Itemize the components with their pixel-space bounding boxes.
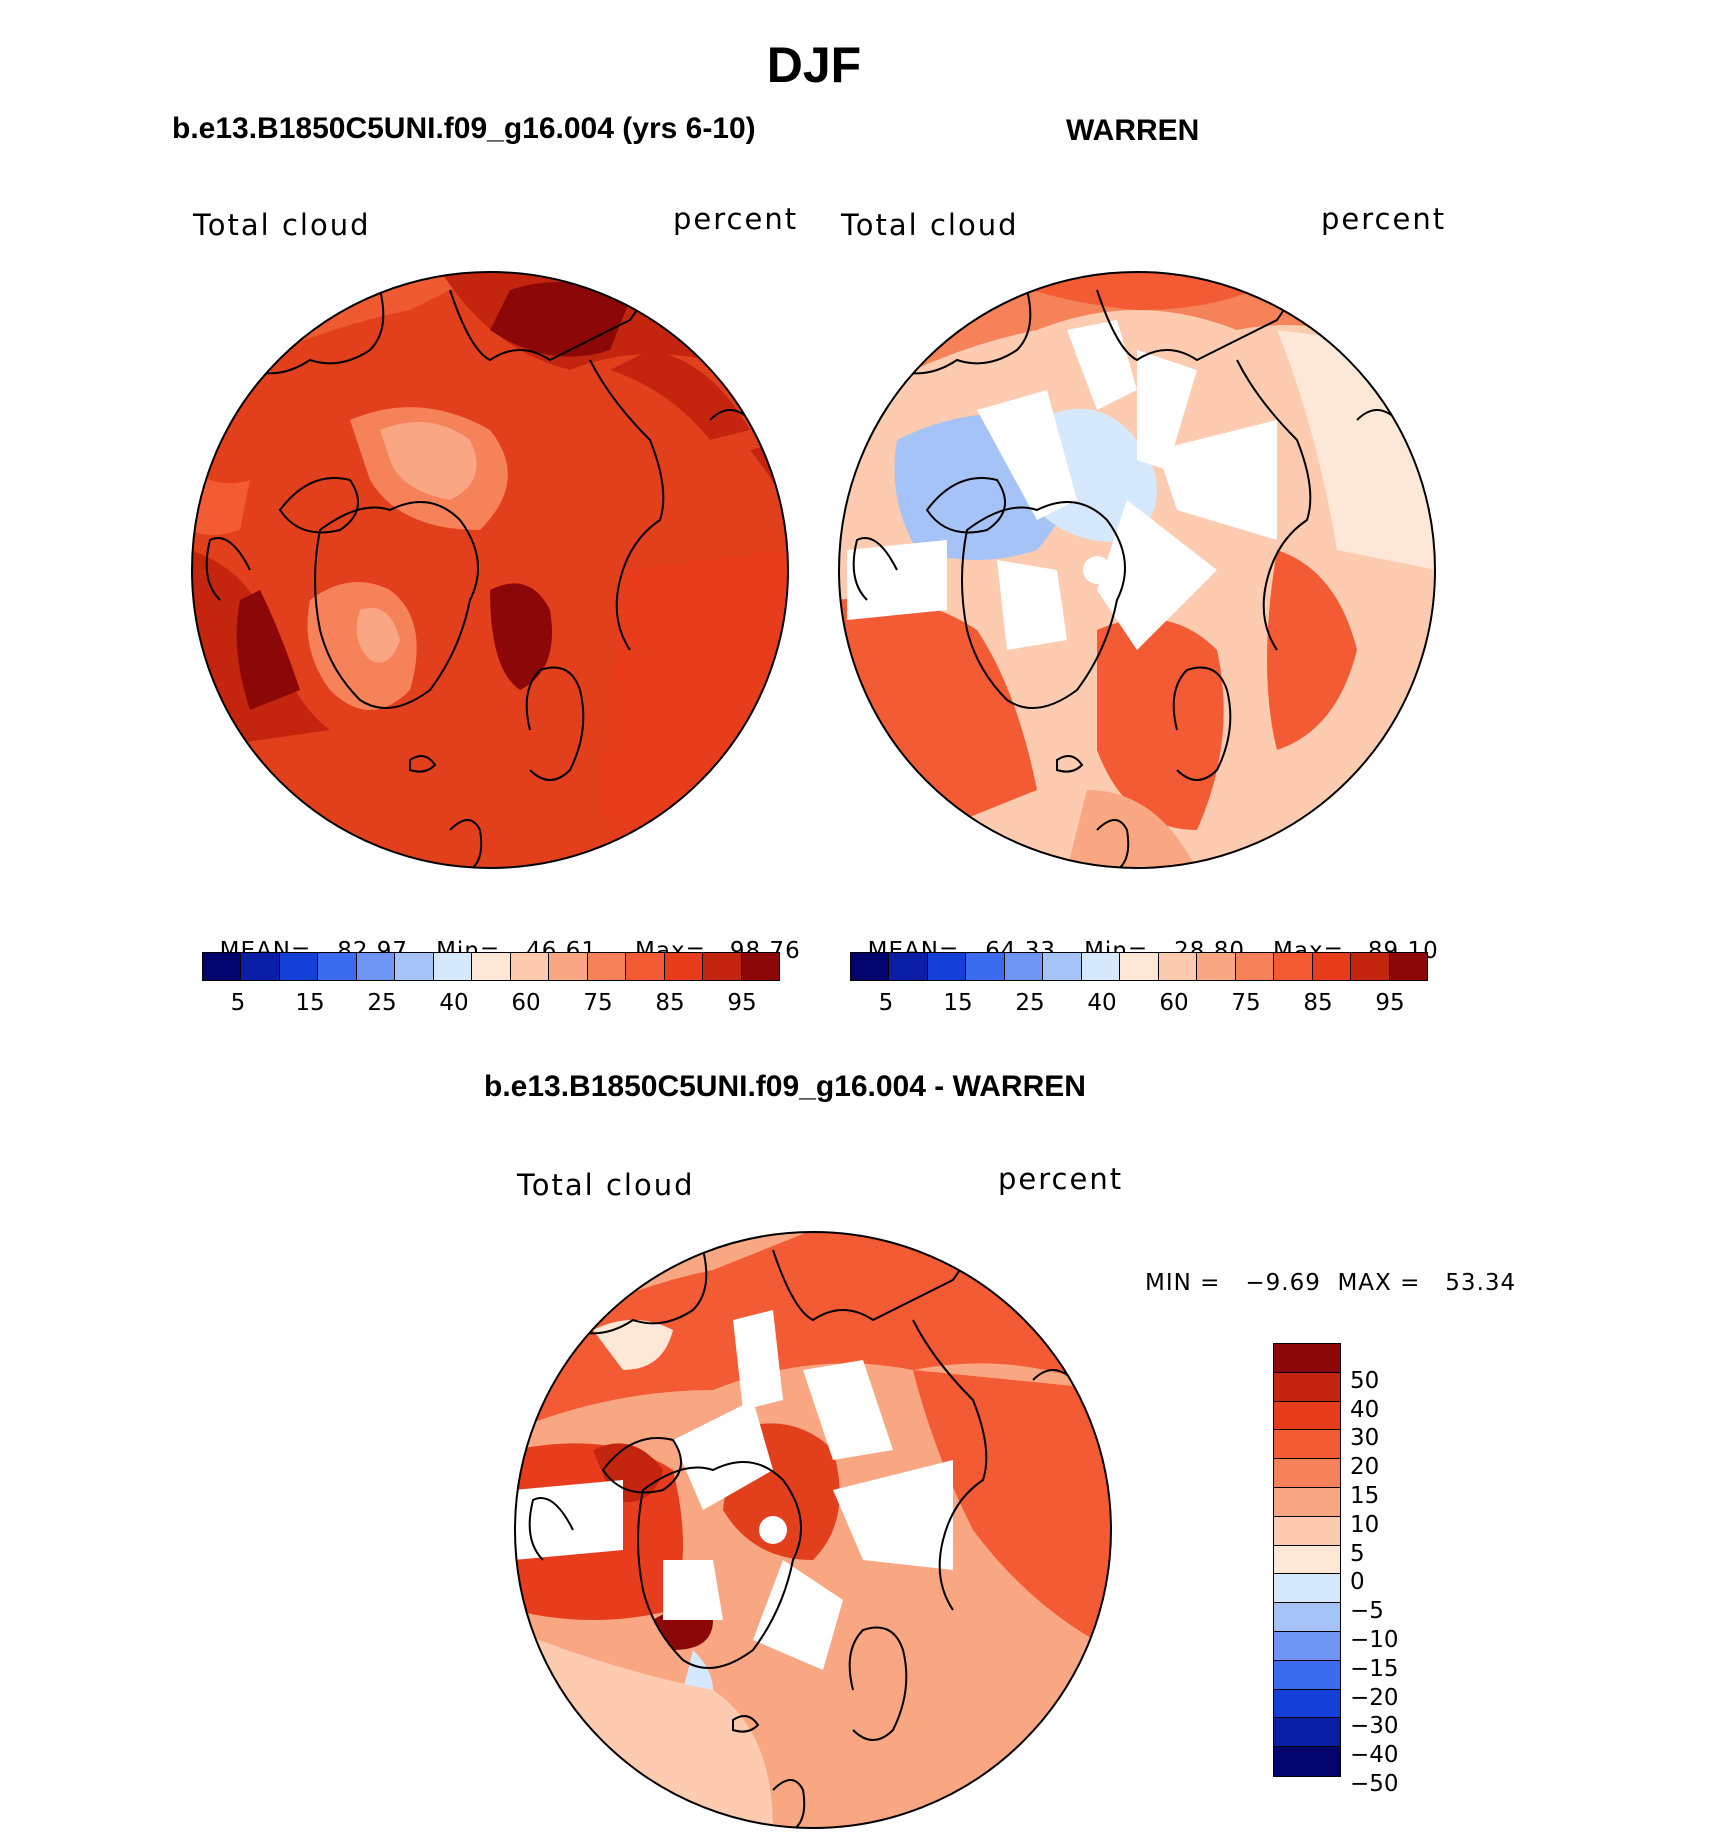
diff-minmax: MIN = −9.69 MAX = 53.34 [1145, 1270, 1517, 1296]
obs-colorbar-tick-label: 60 [1159, 990, 1189, 1016]
model-colorbar-ticks: 5 15 25 40 60 75 85 95 [202, 990, 778, 1020]
diff-colorbar-tick-label: −30 [1350, 1713, 1399, 1740]
diff-panel-title: b.e13.B1850C5UNI.f09_g16.004 - WARREN [484, 1070, 1086, 1103]
diff-colorbar-tick-label: −10 [1350, 1627, 1399, 1653]
model-colorbar-swatch [703, 953, 742, 980]
model-variable-label: Total cloud [193, 208, 371, 242]
diff-colorbar-swatch [1274, 1574, 1340, 1604]
obs-colorbar-tick-label: 95 [1375, 990, 1405, 1016]
obs-colorbar-swatch [1197, 953, 1236, 980]
obs-colorbar-swatch [851, 953, 890, 980]
diff-colorbar-swatch [1274, 1401, 1340, 1431]
diff-colorbar-tick-label: 40 [1350, 1396, 1380, 1423]
diff-colorbar-tick-label: 30 [1350, 1425, 1380, 1452]
model-panel-title: b.e13.B1850C5UNI.f09_g16.004 (yrs 6-10) [172, 112, 756, 145]
diff-colorbar-swatch [1274, 1545, 1340, 1575]
model-units-label: percent [673, 202, 799, 236]
obs-panel-title: WARREN [1066, 114, 1200, 147]
model-colorbar-tick-label: 95 [727, 990, 757, 1016]
diff-colorbar-swatch [1274, 1487, 1340, 1517]
diff-colorbar-tick-label: −5 [1350, 1598, 1384, 1625]
diff-colorbar-swatch [1274, 1603, 1340, 1632]
obs-colorbar-ticks: 5 15 25 40 60 75 85 95 [850, 990, 1426, 1020]
obs-colorbar-swatch [927, 953, 967, 980]
model-colorbar-tick-label: 25 [367, 990, 397, 1016]
obs-colorbar-swatch [1274, 953, 1313, 980]
model-colorbar-swatch [318, 953, 357, 980]
diff-colorbar-swatch [1274, 1372, 1340, 1402]
diff-colorbar-swatch [1274, 1459, 1340, 1488]
obs-colorbar-tick-label: 85 [1303, 990, 1333, 1016]
obs-colorbar-tick-label: 15 [943, 990, 973, 1016]
model-colorbar-swatch [433, 953, 473, 980]
model-colorbar-swatch [510, 953, 550, 980]
obs-colorbar-swatch [1312, 953, 1352, 980]
model-colorbar-tick-label: 85 [655, 990, 685, 1016]
obs-colorbar-swatch [1081, 953, 1121, 980]
obs-polar-map [838, 271, 1436, 869]
diff-colorbar-swatch [1274, 1747, 1340, 1776]
diff-colorbar-tick-label: −40 [1350, 1742, 1399, 1769]
obs-colorbar-tick-label: 5 [878, 990, 894, 1016]
model-colorbar-swatch [741, 953, 780, 980]
model-colorbar-swatch [356, 953, 396, 980]
obs-colorbar-swatch [1351, 953, 1390, 980]
diff-colorbar-swatch [1274, 1430, 1340, 1460]
model-colorbar-tick-label: 15 [295, 990, 325, 1016]
diff-polar-map [514, 1231, 1112, 1829]
diff-colorbar-tick-label: −20 [1350, 1684, 1399, 1711]
model-colorbar-tick-label: 60 [511, 990, 541, 1016]
model-colorbar-swatch [472, 953, 511, 980]
obs-colorbar-swatch [1004, 953, 1044, 980]
model-colorbar-swatch [203, 953, 242, 980]
diff-colorbar-swatch [1274, 1689, 1340, 1719]
diff-colorbar [1273, 1343, 1341, 1777]
obs-units-label: percent [1321, 202, 1447, 236]
diff-colorbar-tick-label: 0 [1350, 1569, 1365, 1596]
diff-colorbar-tick-label: 50 [1350, 1367, 1380, 1394]
obs-colorbar-swatch [1389, 953, 1428, 980]
diff-variable-label: Total cloud [517, 1168, 695, 1202]
obs-colorbar-swatch [1120, 953, 1159, 980]
model-colorbar-tick-label: 75 [583, 990, 613, 1016]
diff-colorbar-swatch [1274, 1516, 1340, 1546]
diff-colorbar-tick-label: 20 [1350, 1454, 1380, 1481]
obs-colorbar-swatch [1235, 953, 1275, 980]
diff-colorbar-ticks: 50 40 30 20 15 10 5 0 −5 −10 −15 −20 −30 −40 −50 [1350, 1343, 1450, 1803]
model-colorbar-swatch [241, 953, 280, 980]
model-colorbar-swatch [587, 953, 627, 980]
obs-colorbar-swatch [1043, 953, 1082, 980]
diff-units-label: percent [998, 1162, 1124, 1196]
diff-colorbar-tick-label: −50 [1350, 1771, 1399, 1797]
model-colorbar-tick-label: 5 [230, 990, 246, 1016]
model-polar-map [191, 271, 789, 869]
model-colorbar-swatch [664, 953, 704, 980]
obs-colorbar-tick-label: 75 [1231, 990, 1261, 1016]
obs-variable-label: Total cloud [841, 208, 1019, 242]
obs-colorbar-swatch [889, 953, 928, 980]
diff-colorbar-tick-label: 10 [1350, 1511, 1380, 1538]
model-colorbar-swatch [626, 953, 665, 980]
diff-colorbar-swatch [1274, 1344, 1340, 1373]
diff-colorbar-swatch [1274, 1718, 1340, 1748]
diff-colorbar-tick-label: 15 [1350, 1483, 1380, 1509]
model-colorbar-tick-label: 40 [439, 990, 469, 1016]
diff-colorbar-swatch [1274, 1660, 1340, 1690]
figure-title: DJF [766, 37, 862, 93]
diff-colorbar-swatch [1274, 1631, 1340, 1661]
diff-colorbar-tick-label: −15 [1350, 1655, 1399, 1682]
diff-colorbar-tick-label: 5 [1350, 1540, 1365, 1567]
obs-colorbar [850, 952, 1428, 981]
model-colorbar-swatch [549, 953, 588, 980]
obs-colorbar-swatch [1158, 953, 1198, 980]
obs-colorbar-swatch [966, 953, 1005, 980]
model-colorbar-swatch [279, 953, 319, 980]
obs-colorbar-tick-label: 40 [1087, 990, 1117, 1016]
obs-colorbar-tick-label: 25 [1015, 990, 1045, 1016]
model-colorbar [202, 952, 780, 981]
model-colorbar-swatch [395, 953, 434, 980]
